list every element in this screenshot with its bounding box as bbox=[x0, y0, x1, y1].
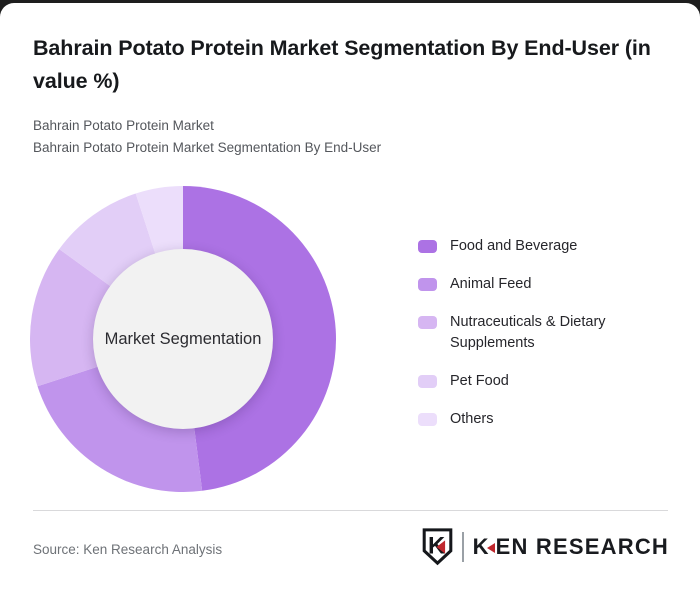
footer-divider bbox=[33, 510, 668, 511]
legend-swatch bbox=[418, 375, 437, 388]
chart-legend: Food and Beverage Animal Feed Nutraceutica… bbox=[418, 236, 654, 447]
logo-wordmark-rest: EN RESEARCH bbox=[495, 534, 669, 559]
page-title: Bahrain Potato Protein Market Segmentati… bbox=[33, 36, 651, 93]
donut-chart: Market Segmentation bbox=[30, 186, 336, 492]
donut-center-label: Market Segmentation bbox=[104, 329, 262, 348]
logo-wordmark: K EN RESEARCH bbox=[473, 534, 669, 560]
legend-swatch bbox=[418, 316, 437, 329]
subtitle-line-1: Bahrain Potato Protein Market bbox=[33, 118, 214, 133]
ken-research-logo: K K EN RESEARCH bbox=[421, 527, 669, 567]
legend-label: Nutraceuticals & Dietary Supplements bbox=[450, 314, 606, 351]
legend-label: Food and Beverage bbox=[450, 238, 578, 254]
legend-swatch bbox=[418, 240, 437, 253]
legend-swatch bbox=[418, 413, 437, 426]
legend-swatch bbox=[418, 278, 437, 291]
legend-item: Pet Food bbox=[418, 371, 654, 392]
logo-separator bbox=[461, 532, 464, 562]
logo-red-triangle-icon bbox=[486, 543, 495, 553]
source-text: Source: Ken Research Analysis bbox=[33, 542, 223, 557]
legend-label: Pet Food bbox=[450, 373, 509, 389]
subtitle-block: Bahrain Potato Protein Market Bahrain Po… bbox=[33, 115, 653, 158]
legend-item: Food and Beverage bbox=[418, 236, 654, 257]
report-card: Bahrain Potato Protein Market Segmentati… bbox=[0, 3, 700, 591]
legend-label: Animal Feed bbox=[450, 276, 532, 292]
subtitle-line-2: Bahrain Potato Protein Market Segmentati… bbox=[33, 139, 382, 155]
legend-label: Others bbox=[450, 411, 494, 427]
legend-item: Others bbox=[418, 409, 654, 430]
logo-wordmark-initial: K bbox=[472, 534, 490, 559]
logo-shield-icon: K bbox=[422, 528, 452, 566]
donut-center: Market Segmentation bbox=[93, 249, 273, 429]
legend-item: Nutraceuticals & Dietary Supplements bbox=[418, 312, 654, 354]
legend-item: Animal Feed bbox=[418, 274, 654, 295]
svg-text:K: K bbox=[428, 533, 445, 560]
